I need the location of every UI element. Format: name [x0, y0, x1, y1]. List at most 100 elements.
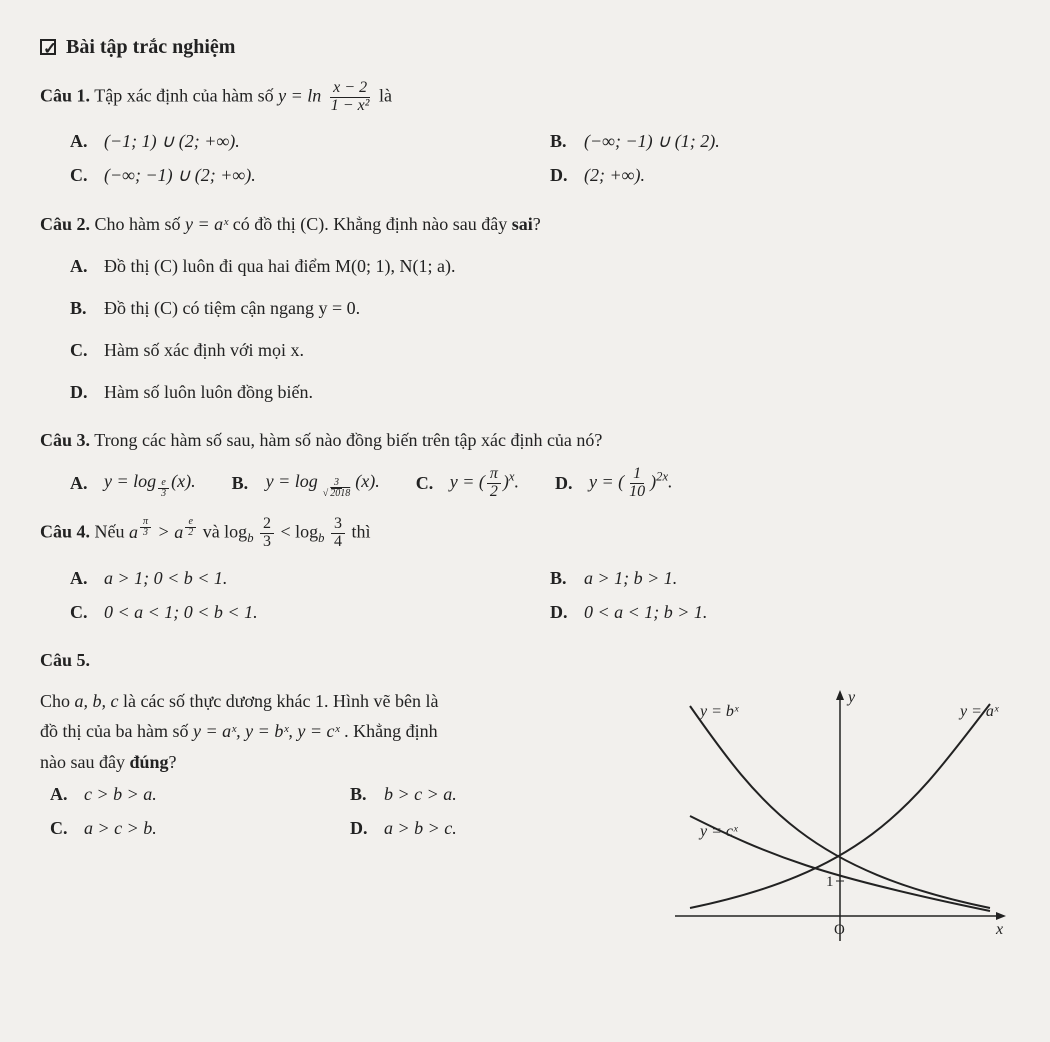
q4-and: và log — [203, 522, 248, 542]
opt-label-a: A. — [70, 251, 96, 282]
q2-d-text: Hàm số luôn luôn đồng biến. — [104, 377, 313, 408]
q2-text-pre: Cho hàm số — [95, 214, 186, 234]
q4-f2n: 3 — [331, 516, 345, 534]
q5-label: Câu 5. — [40, 650, 90, 670]
q5-chart: y = bˣy = aˣy = cˣ1yxO — [670, 686, 1010, 946]
q5-funcs: y = aˣ, y = bˣ, y = cˣ — [193, 721, 340, 741]
q1-opt-a[interactable]: A. (−1; 1) ∪ (2; +∞). — [70, 125, 490, 159]
q3-b-pre: y = log — [266, 471, 318, 491]
q3-d-post: . — [668, 471, 673, 491]
q5-l2-pre: đồ thị của ba hàm số — [40, 721, 193, 741]
q3-opt-d[interactable]: D. y = (110)2x. — [555, 466, 673, 501]
q4-opt-d[interactable]: D. 0 < a < 1; b > 1. — [550, 595, 970, 629]
q2-opt-a[interactable]: A. Đồ thị (C) luôn đi qua hai điểm M(0; … — [70, 249, 1010, 283]
q1-options: A. (−1; 1) ∪ (2; +∞). B. (−∞; −1) ∪ (1; … — [70, 125, 1010, 193]
q3-a: y = loge3(x). — [104, 466, 196, 500]
q5-qmark: ? — [169, 752, 177, 772]
q5-opt-c[interactable]: C. a > c > b. — [50, 811, 250, 845]
q5-b-text: b > c > a. — [384, 779, 457, 810]
q1-opt-c[interactable]: C. (−∞; −1) ∪ (2; +∞). — [70, 159, 490, 193]
q1-opt-b[interactable]: B. (−∞; −1) ∪ (1; 2). — [550, 125, 970, 159]
q5-a-text: c > b > a. — [84, 779, 157, 810]
opt-label-a: A. — [70, 468, 96, 499]
q5-opt-d[interactable]: D. a > b > c. — [350, 811, 550, 845]
q2-c-text: Hàm số xác định với mọi x. — [104, 335, 304, 366]
q1-b-text: (−∞; −1) ∪ (1; 2). — [584, 126, 720, 157]
q4-f2d: 4 — [331, 534, 345, 551]
q2-label: Câu 2. — [40, 214, 90, 234]
q3-b-post: (x). — [355, 471, 379, 491]
q5-l2-post: . Khẳng định — [344, 721, 438, 741]
q3-text: Trong các hàm số sau, hàm số nào đồng bi… — [94, 430, 602, 450]
question-4: Câu 4. Nếu aπ3 > ae2 và logb 23 < logb 3… — [40, 516, 1010, 551]
q5-abc: a, b, c — [75, 691, 119, 711]
q4-lt: < log — [280, 522, 318, 542]
q2-opt-c[interactable]: C. Hàm số xác định với mọi x. — [70, 333, 1010, 367]
q5-opt-a[interactable]: A. c > b > a. — [50, 777, 250, 811]
opt-label-c: C. — [50, 813, 76, 844]
svg-text:y: y — [846, 689, 856, 706]
q2-qmark: ? — [533, 214, 541, 234]
q3-d-exp: 2x — [656, 469, 668, 483]
q4-a1-ed: 3 — [140, 528, 151, 539]
q5-options: A. c > b > a. B. b > c > a. C. a > c > b… — [50, 777, 650, 845]
question-2: Câu 2. Cho hàm số y = aˣ có đồ thị (C). … — [40, 209, 1010, 240]
q4-label: Câu 4. — [40, 522, 90, 542]
q5-line1: Cho a, b, c là các số thực dương khác 1.… — [40, 686, 650, 717]
q5-line2: đồ thị của ba hàm số y = aˣ, y = bˣ, y =… — [40, 716, 650, 747]
q4-bsub2: b — [318, 531, 324, 545]
q3-a-pre: y = log — [104, 471, 156, 491]
q1-label: Câu 1. — [40, 85, 90, 105]
q3-d-pre: y = — [589, 471, 618, 491]
q3-opt-b[interactable]: B. y = log3√2018(x). — [232, 466, 380, 501]
q5-line3: nào sau đây đúng? — [40, 747, 650, 778]
q4-opt-c[interactable]: C. 0 < a < 1; 0 < b < 1. — [70, 595, 490, 629]
q4-opt-a[interactable]: A. a > 1; 0 < b < 1. — [70, 561, 490, 595]
q4-opt-b[interactable]: B. a > 1; b > 1. — [550, 561, 970, 595]
q4-a2-ed: 2 — [185, 528, 196, 539]
q4-a2-base: a — [174, 522, 183, 542]
q5-row: Cho a, b, c là các số thực dương khác 1.… — [40, 686, 1010, 946]
q3-b-subden: √2018 — [320, 489, 354, 500]
section-header: Bài tập trắc nghiệm — [40, 30, 1010, 64]
svg-text:y = bˣ: y = bˣ — [698, 703, 739, 720]
q3-opt-a[interactable]: A. y = loge3(x). — [70, 466, 196, 501]
q4-c-text: 0 < a < 1; 0 < b < 1. — [104, 597, 258, 628]
q3-d: y = (110)2x. — [589, 466, 673, 501]
q4-a1-base: a — [129, 522, 138, 542]
q5-opt-b[interactable]: B. b > c > a. — [350, 777, 550, 811]
opt-label-b: B. — [232, 468, 258, 499]
opt-label-c: C. — [416, 468, 442, 499]
opt-label-d: D. — [550, 597, 576, 628]
q4-a-text: a > 1; 0 < b < 1. — [104, 563, 227, 594]
q3-c-pre: y = — [450, 471, 479, 491]
q3-c-den: 2 — [487, 484, 501, 501]
opt-label-b: B. — [350, 779, 376, 810]
checkbox-icon — [40, 39, 56, 55]
opt-label-b: B. — [550, 126, 576, 157]
svg-text:x: x — [995, 921, 1003, 938]
q1-opt-d[interactable]: D. (2; +∞). — [550, 159, 970, 193]
q2-opt-d[interactable]: D. Hàm số luôn luôn đồng biến. — [70, 375, 1010, 409]
q3-c-post: . — [515, 471, 520, 491]
q5-l3: nào sau đây — [40, 752, 129, 772]
q1-formula: y = ln — [278, 85, 321, 105]
q5-left: Cho a, b, c là các số thực dương khác 1.… — [40, 686, 650, 946]
q4-a2: ae2 — [174, 522, 198, 542]
q3-opt-c[interactable]: C. y = (π2)x. — [416, 466, 519, 501]
q5-d-text: a > b > c. — [384, 813, 457, 844]
q1-frac-den: 1 − x² — [328, 98, 373, 115]
q3-a-post: (x). — [171, 471, 195, 491]
q3-c-num: π — [487, 466, 501, 484]
opt-label-d: D. — [70, 377, 96, 408]
q2-sai: sai — [512, 214, 533, 234]
opt-label-c: C. — [70, 160, 96, 191]
q2-opt-b[interactable]: B. Đồ thị (C) có tiệm cận ngang y = 0. — [70, 291, 1010, 325]
q3-options: A. y = loge3(x). B. y = log3√2018(x). C.… — [70, 466, 1010, 501]
svg-text:1: 1 — [826, 874, 834, 890]
q4-options: A. a > 1; 0 < b < 1. B. a > 1; b > 1. C.… — [70, 561, 1010, 629]
q3-label: Câu 3. — [40, 430, 90, 450]
q1-c-text: (−∞; −1) ∪ (2; +∞). — [104, 160, 256, 191]
q1-text-pre: Tập xác định của hàm số — [94, 85, 278, 105]
q5-l1-post: là các số thực dương khác 1. Hình vẽ bên… — [123, 691, 438, 711]
